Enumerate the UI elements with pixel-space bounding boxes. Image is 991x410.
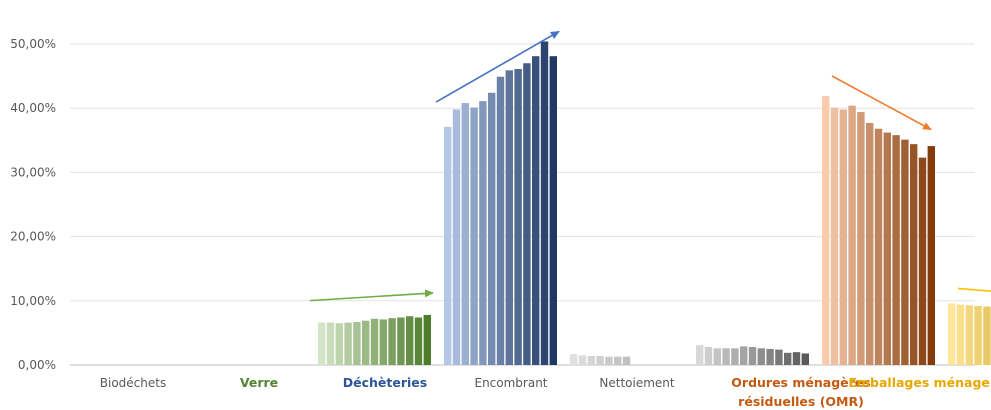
- bar-4-9: [775, 349, 783, 365]
- category-label-4: Nettoiement: [599, 376, 675, 390]
- bar-4-3: [722, 348, 730, 365]
- bar-2-5: [488, 92, 496, 366]
- bar-4-6: [748, 347, 757, 365]
- category-label-line: Encombrant: [474, 376, 547, 390]
- bar-1-1: [326, 322, 335, 365]
- bar-1-12: [423, 314, 431, 365]
- bar-4-7: [757, 348, 765, 365]
- y-tick-label: 10,00%: [10, 294, 56, 308]
- bar-1-4: [353, 321, 361, 365]
- bar-2-4: [479, 101, 487, 365]
- bar-1-5: [362, 320, 370, 365]
- y-tick-label: 40,00%: [10, 101, 56, 115]
- category-label-line: Nettoiement: [599, 376, 675, 390]
- category-label-line: Verre: [240, 375, 278, 390]
- bar-3-4: [605, 356, 613, 365]
- category-labels: Biodéchets Verre Déchèteries Encombrant Nett…: [100, 375, 991, 409]
- bar-5-8: [892, 135, 900, 365]
- bar-3-1: [578, 355, 587, 365]
- bar-5-10: [910, 144, 918, 365]
- bar-5-6: [874, 128, 883, 365]
- bar-1-3: [344, 322, 352, 365]
- trend-arrow-5: [831, 75, 932, 131]
- category-label-0: Biodéchets: [100, 376, 166, 390]
- category-label-5: Ordures ménagères résiduelles (OMR): [731, 375, 870, 409]
- bar-3-0: [570, 354, 578, 365]
- trend-arrow-1: [309, 289, 434, 302]
- bar-2-11: [540, 41, 549, 365]
- y-tick-label: 0,00%: [18, 358, 56, 372]
- trend-arrows: [309, 30, 991, 302]
- bar-3-3: [596, 356, 604, 365]
- bar-2-1: [452, 109, 461, 365]
- bar-4-8: [766, 348, 774, 365]
- bar-2-10: [532, 56, 540, 366]
- category-label-line: Déchèteries: [343, 375, 427, 390]
- bar-6-2: [965, 305, 973, 365]
- bar-4-5: [740, 346, 748, 365]
- bar-4-4: [731, 348, 739, 365]
- bar-5-7: [883, 132, 891, 365]
- category-label-line: Biodéchets: [100, 376, 166, 390]
- category-label-6: Emballages ménagers: [848, 375, 991, 390]
- bar-4-10: [784, 352, 792, 365]
- bar-4-0: [696, 345, 704, 365]
- bar-5-0: [822, 96, 830, 365]
- category-label-line: résiduelles (OMR): [738, 394, 864, 409]
- bar-3-6: [622, 356, 631, 365]
- trend-arrow-2: [435, 30, 560, 103]
- bar-2-8: [514, 69, 522, 366]
- bar-6-4: [983, 306, 991, 365]
- bar-4-2: [713, 348, 721, 365]
- bar-6-3: [974, 305, 982, 365]
- bar-4-12: [801, 353, 809, 365]
- bar-5-4: [857, 112, 865, 365]
- bar-5-3: [848, 105, 856, 365]
- bar-3-5: [614, 356, 622, 365]
- bar-1-6: [370, 318, 379, 365]
- y-axis-tick-labels: 0,00% 10,00% 20,00% 30,00% 40,00% 50,00%: [10, 37, 56, 372]
- bar-1-11: [414, 317, 423, 365]
- bar-1-0: [318, 322, 326, 365]
- category-label-3: Encombrant: [474, 376, 547, 390]
- bar-2-3: [470, 107, 478, 366]
- bar-5-1: [830, 107, 839, 366]
- bar-6-0: [948, 303, 956, 365]
- bar-6-1: [956, 304, 965, 365]
- category-label-2: Déchèteries: [343, 375, 427, 390]
- bar-5-2: [839, 109, 847, 365]
- bar-4-11: [792, 352, 801, 365]
- y-tick-label: 30,00%: [10, 165, 56, 179]
- bar-5-11: [918, 157, 927, 365]
- trend-arrow-6: [957, 287, 991, 292]
- category-label-line: Emballages ménagers: [848, 375, 991, 390]
- bars: [318, 41, 991, 366]
- bar-1-10: [406, 316, 414, 365]
- bar-2-6: [496, 76, 505, 365]
- bar-5-12: [927, 146, 935, 365]
- bar-2-9: [523, 63, 531, 365]
- bar-2-2: [461, 103, 469, 366]
- bar-5-5: [866, 122, 874, 365]
- bar-2-12: [549, 56, 557, 366]
- bar-2-7: [505, 70, 513, 366]
- gridlines: [70, 43, 975, 366]
- bar-5-9: [901, 139, 909, 365]
- y-tick-label: 20,00%: [10, 230, 56, 244]
- bar-1-2: [335, 323, 343, 365]
- category-label-line: Ordures ménagères: [731, 375, 870, 390]
- bar-1-7: [379, 319, 387, 365]
- y-tick-label: 50,00%: [10, 37, 56, 51]
- category-label-1: Verre: [240, 375, 278, 390]
- bar-2-0: [444, 126, 452, 366]
- bar-3-2: [587, 356, 595, 365]
- bar-1-8: [388, 318, 396, 365]
- bar-4-1: [704, 347, 713, 365]
- bar-1-9: [397, 317, 405, 365]
